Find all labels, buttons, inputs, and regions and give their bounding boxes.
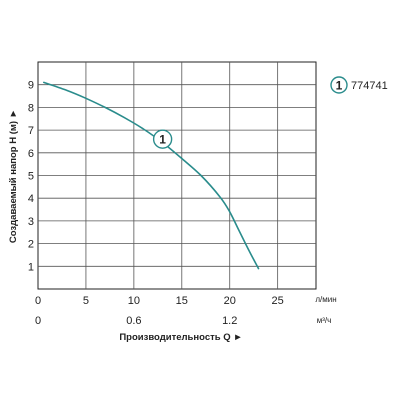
y-tick-label: 7 bbox=[28, 125, 34, 137]
series-marker-label: 1 bbox=[159, 133, 166, 147]
y-tick-label: 5 bbox=[28, 171, 34, 183]
series-marker-circle bbox=[152, 129, 173, 149]
grid bbox=[38, 62, 316, 289]
y-axis-title: Создаваемый напор H (м) ► bbox=[8, 109, 19, 243]
y-tick-labels: 1 2 3 4 5 6 7 8 9 bbox=[28, 80, 34, 274]
series-line-774741 bbox=[43, 81, 260, 270]
x-tick-label: 5 bbox=[83, 295, 89, 307]
x-tick-label: 0 bbox=[35, 295, 41, 307]
x-tick-label: 25 bbox=[272, 295, 284, 307]
secondary-x-tick-label: 0.6 bbox=[126, 315, 141, 327]
x-tick-label: 20 bbox=[224, 295, 236, 307]
secondary-x-tick-labels: 0 0.6 1.2 bbox=[35, 315, 237, 327]
x-axis-title: Производительность Q ► bbox=[119, 332, 242, 343]
legend: 1 774741 bbox=[330, 76, 388, 94]
y-tick-label: 8 bbox=[28, 102, 34, 114]
y-tick-label: 1 bbox=[28, 261, 34, 273]
secondary-x-unit-label: м³/ч bbox=[317, 316, 332, 325]
x-tick-label: 10 bbox=[128, 295, 140, 307]
legend-marker-circle bbox=[330, 76, 348, 94]
series-marker: 1 bbox=[152, 129, 173, 149]
y-tick-label: 6 bbox=[28, 148, 34, 160]
y-tick-label: 9 bbox=[28, 80, 34, 92]
secondary-x-tick-label: 0 bbox=[35, 315, 41, 327]
legend-series-name: 774741 bbox=[351, 80, 388, 92]
y-tick-label: 4 bbox=[28, 193, 34, 205]
x-tick-label: 15 bbox=[176, 295, 188, 307]
x-unit-label: л/мин bbox=[315, 295, 336, 304]
y-tick-label: 3 bbox=[28, 216, 34, 228]
legend-marker-label: 1 bbox=[336, 79, 343, 93]
y-tick-label: 2 bbox=[28, 239, 34, 251]
secondary-x-tick-label: 1.2 bbox=[222, 315, 237, 327]
x-tick-labels: 0 5 10 15 20 25 bbox=[35, 295, 284, 307]
